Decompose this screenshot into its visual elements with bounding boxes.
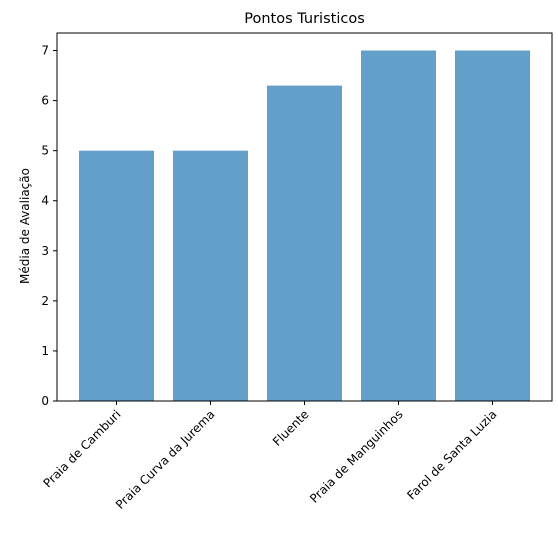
bar [79, 150, 154, 401]
bar [173, 150, 248, 401]
y-axis: 0 1 2 3 4 5 6 7 [41, 44, 57, 408]
y-tick-label: 5 [41, 144, 49, 158]
y-tick-label: 6 [41, 94, 49, 108]
bars-group [79, 50, 530, 401]
chart-title: Pontos Turisticos [244, 11, 365, 27]
y-tick-label: 7 [41, 44, 49, 58]
y-tick-label: 0 [41, 394, 49, 408]
x-tick-label: Fluente [270, 407, 312, 449]
plot-frame [56, 32, 553, 402]
x-tick-label: Praia Curva da Jurema [113, 407, 218, 512]
bar [361, 50, 436, 401]
y-tick-label: 3 [41, 244, 49, 258]
x-tick-label: Praia de Camburi [41, 407, 124, 490]
y-tick-label: 2 [41, 294, 49, 308]
x-tick-label: Farol de Santa Luzia [404, 407, 499, 502]
y-axis-label: Média de Avaliação [18, 168, 32, 284]
bar [267, 85, 342, 401]
y-tick-label: 1 [41, 344, 49, 358]
y-tick-label: 4 [41, 194, 49, 208]
bar [455, 50, 530, 401]
x-tick-label: Praia de Manguinhos [307, 407, 406, 506]
